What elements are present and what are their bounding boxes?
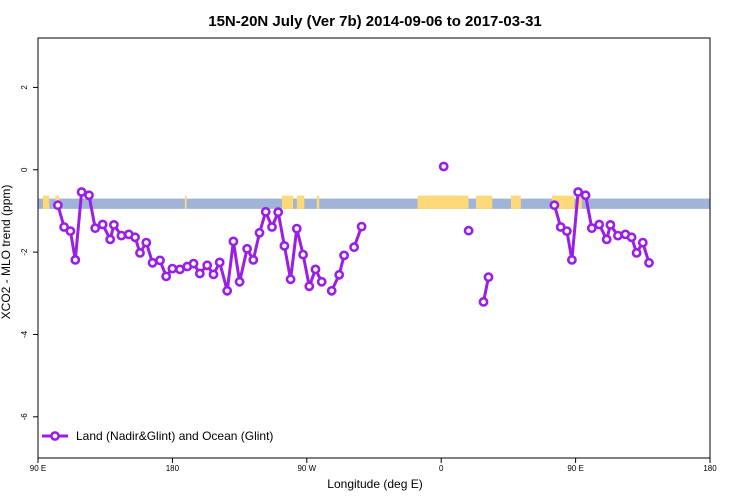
series-line [552,190,651,264]
data-point [356,221,367,232]
data-point [644,257,654,268]
y-tick-label: -6 [20,413,29,421]
data-point [53,200,63,211]
data-point [84,190,94,201]
y-tick-label: 0 [20,167,29,172]
data-point [222,285,233,296]
data-point [463,225,474,236]
land-segment [417,195,469,209]
data-point [279,240,290,251]
data-point [208,269,219,280]
data-point [273,207,284,218]
ocean-band [38,198,710,209]
land-segment [281,195,294,209]
data-point [228,236,239,247]
data-point [594,219,605,230]
x-tick-label: 90 E [567,464,583,473]
data-point [248,254,259,265]
data-point [349,242,359,253]
data-point [109,219,119,230]
data-point [147,257,158,268]
data-point [326,285,337,296]
data-point [478,296,489,307]
y-tick-label: -2 [20,248,29,256]
data-point [304,281,315,292]
data-point [637,237,648,248]
x-tick-label: 90 E [30,464,46,473]
data-point [267,222,277,232]
land-ocean-band [38,195,710,209]
series-layer [53,161,654,307]
x-tick-label: 90 W [297,464,316,473]
land-segment [184,195,187,209]
data-point [260,206,271,217]
land-segment [510,195,521,209]
land-segment [566,195,575,209]
y-tick-label: -4 [20,330,29,338]
data-point [234,276,245,287]
land-segment [578,195,582,209]
data-point [291,223,302,234]
data-point [202,260,213,271]
data-point [59,222,69,232]
data-point [188,258,199,269]
data-point [161,271,172,282]
y-tick-label: 2 [20,85,29,90]
data-point [135,247,145,258]
data-point [97,219,108,230]
data-point [339,250,349,261]
data-point [586,223,597,234]
data-point [549,200,560,211]
data-point [438,161,449,172]
data-point [194,268,205,279]
data-point [562,226,572,236]
data-point [310,264,321,275]
x-tick-label: 180 [703,464,717,473]
data-point [605,219,616,230]
data-point [214,257,225,268]
land-segment [316,195,320,209]
chart-title: 15N-20N July (Ver 7b) 2014-09-06 to 2017… [208,13,542,30]
data-point [580,190,591,201]
plot-frame [37,37,711,459]
land-segment [296,195,305,209]
data-point [116,230,127,241]
data-point [601,234,612,245]
data-point [573,187,583,197]
data-point [567,254,577,265]
data-point [483,272,494,283]
data-point [130,232,140,243]
data-point [316,276,327,287]
data-point [70,254,81,265]
y-axis: 2 0 -2 -4 -6 [20,85,38,421]
data-point [334,269,345,280]
data-point [626,232,637,243]
data-point [242,243,252,254]
data-point [298,249,308,260]
x-tick-label: 180 [166,464,180,473]
data-point [155,255,165,266]
data-point [167,263,178,274]
land-segment [42,195,50,209]
legend: Land (Nadir&Glint) and Ocean (Glint) [42,429,273,443]
data-point [76,187,87,197]
x-tick-label: 0 [439,464,444,473]
legend-label: Land (Nadir&Glint) and Ocean (Glint) [76,429,273,443]
legend-marker [50,431,60,441]
data-point [254,227,265,238]
data-point [105,234,116,245]
y-axis-label: XCO2 - MLO trend (ppm) [0,185,13,320]
data-point [90,223,101,234]
x-axis: 90 E 180 90 W 0 90 E 180 [30,458,717,473]
data-point [141,237,152,248]
data-point [65,226,76,236]
data-point [285,274,296,285]
data-point [631,247,642,258]
data-point [613,230,623,241]
land-segment [476,195,493,209]
x-axis-label: Longitude (deg E) [327,477,422,491]
